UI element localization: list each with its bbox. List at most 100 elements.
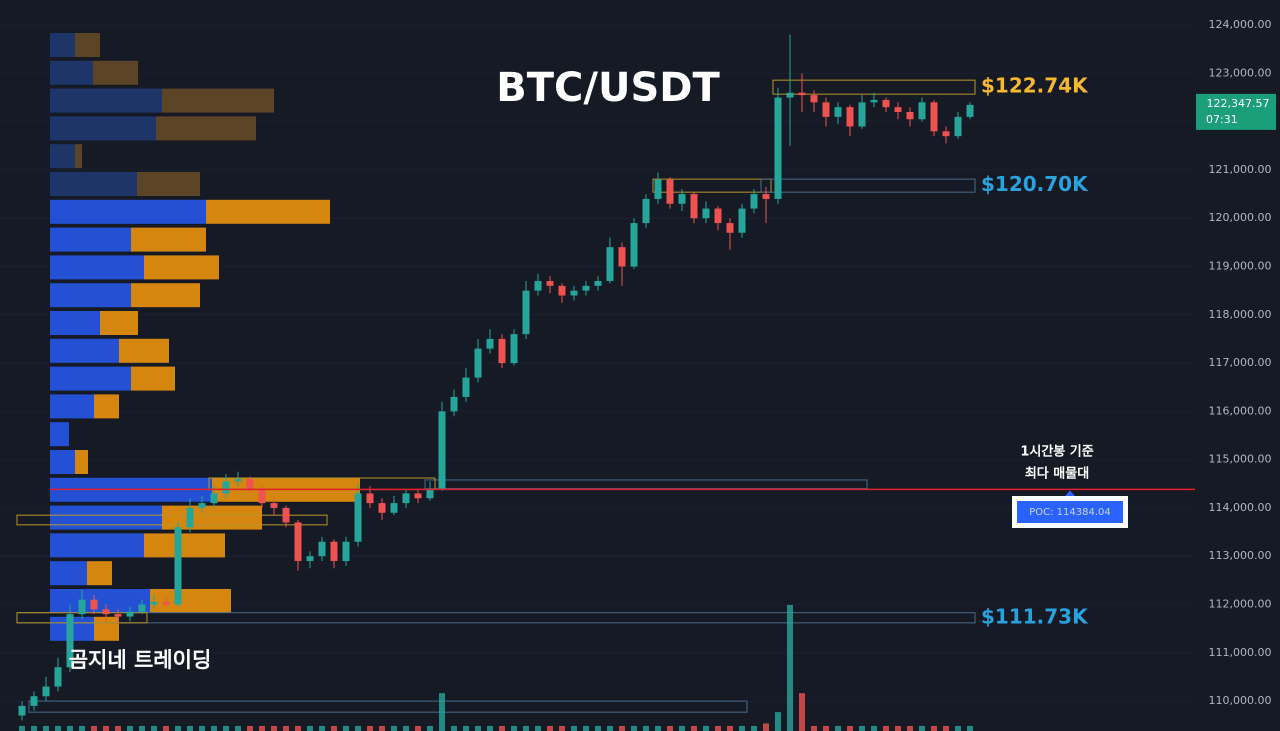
volume-bar (463, 725, 469, 731)
candle-body (726, 223, 734, 233)
candle-body (462, 377, 470, 397)
volume-bar (223, 725, 229, 731)
volume-bar (115, 725, 121, 731)
candle-body (330, 541, 338, 562)
profile-sell (131, 227, 206, 252)
y-tick-label: 110,000.00 (1209, 694, 1272, 707)
candle-body (714, 208, 722, 224)
volume-bar (619, 725, 625, 731)
profile-buy (50, 422, 69, 447)
profile-buy (50, 394, 94, 419)
candle-body (390, 503, 398, 513)
candle-body (306, 556, 314, 562)
candle-body (54, 667, 62, 687)
y-tick-label: 117,000.00 (1209, 356, 1272, 369)
y-tick-label: 120,000.00 (1209, 211, 1272, 224)
volume-bar (31, 725, 37, 731)
profile-buy (50, 589, 150, 613)
volume-profile (50, 33, 360, 641)
volume-bar (643, 725, 649, 731)
volume-bar (523, 725, 529, 731)
candle-body (822, 102, 830, 117)
volume-bar (919, 725, 925, 731)
profile-buy (50, 561, 87, 586)
volume-bar (391, 725, 397, 731)
profile-sell (75, 450, 88, 474)
y-tick-label: 121,000.00 (1209, 163, 1272, 176)
volume-bar (499, 725, 505, 731)
candle-body (654, 179, 662, 199)
profile-buy (50, 283, 131, 308)
profile-sell (206, 199, 330, 224)
profile-buy (50, 144, 75, 169)
candle-body (402, 493, 410, 504)
volume-bar (235, 725, 241, 731)
volume-bar (511, 725, 517, 731)
volume-bar (367, 725, 373, 731)
watermark: 곰지네 트레이딩 (69, 648, 212, 672)
volume-bar (427, 725, 433, 731)
candle-body (774, 97, 782, 199)
volume-bar (19, 725, 25, 731)
y-tick-label: 115,000.00 (1209, 453, 1272, 466)
poc-box (1017, 501, 1123, 523)
volume-bar (955, 725, 961, 731)
candle-body (294, 522, 302, 562)
candle-body (870, 99, 878, 103)
profile-sell (156, 116, 256, 141)
volume-bar (139, 725, 145, 731)
y-tick-label: 116,000.00 (1209, 404, 1272, 417)
candle-body (786, 92, 794, 98)
volume-bar (607, 725, 613, 731)
candle-body (198, 503, 206, 508)
last-price-tag (1196, 93, 1276, 130)
annotation: 1시간봉 기준 (1020, 444, 1093, 460)
candle-body (126, 611, 134, 617)
profile-sell (100, 311, 138, 335)
volume-bar (895, 725, 901, 731)
candle-body (834, 107, 842, 117)
candle-body (66, 614, 74, 668)
volume-bar (127, 725, 133, 731)
zone (424, 479, 868, 490)
annotation: 최다 매물대 (1025, 466, 1089, 482)
volume-bar (739, 725, 745, 731)
profile-buy (50, 338, 119, 363)
candle-body (246, 478, 254, 489)
volume-bar (43, 725, 49, 731)
profile-buy (50, 33, 75, 57)
candle-body (546, 281, 554, 286)
zone (16, 514, 328, 526)
volume-bar (283, 725, 289, 731)
candle-body (678, 194, 686, 204)
candle-body (534, 281, 542, 291)
volume-bar (475, 725, 481, 731)
profile-sell (87, 561, 112, 586)
candle-body (498, 338, 506, 364)
volume-bar (559, 725, 565, 731)
zone (760, 178, 976, 193)
candle-body (354, 493, 362, 542)
candle-body (630, 223, 638, 267)
volume (19, 605, 973, 731)
candle-body (918, 102, 926, 120)
profile-sell (137, 172, 200, 196)
profile-buy (50, 450, 75, 474)
profile-buy (50, 88, 162, 113)
chart-title: BTC/USDT (496, 65, 720, 111)
candle-body (642, 198, 650, 224)
candle-body (846, 107, 854, 127)
candle-body (882, 99, 890, 108)
candle-body (318, 541, 326, 557)
countdown: 07:31 (1206, 113, 1238, 126)
volume-bar (295, 725, 301, 731)
candle-body (966, 104, 974, 117)
candle-body (234, 478, 242, 482)
volume-bar (703, 725, 709, 731)
volume-bar (151, 725, 157, 731)
volume-bar (163, 725, 169, 731)
volume-bar (535, 725, 541, 731)
profile-sell (131, 366, 175, 391)
candle-body (930, 102, 938, 132)
